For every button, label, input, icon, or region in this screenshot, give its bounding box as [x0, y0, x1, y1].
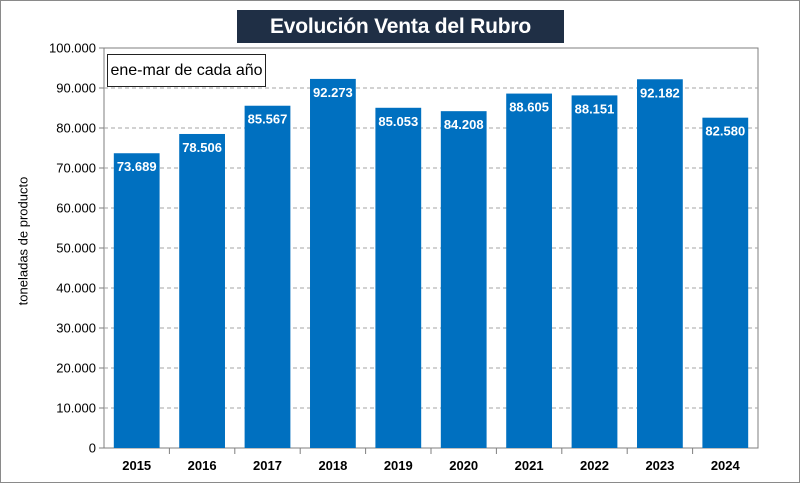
x-tick-label: 2019: [384, 458, 413, 473]
bar-2022: [571, 95, 618, 449]
chart-subtitle: ene-mar de cada año: [107, 54, 266, 87]
data-label-2018: 92.273: [313, 85, 353, 100]
bar-2023: [637, 79, 683, 448]
data-label-2024: 82.580: [705, 124, 745, 139]
bar-2019: [375, 107, 422, 449]
data-label-2020: 84.208: [444, 117, 484, 132]
data-label-2021: 88.605: [509, 100, 549, 115]
y-tick-label: 40.000: [56, 281, 96, 296]
x-tick-label: 2022: [580, 458, 609, 473]
y-tick-label: 90.000: [56, 81, 96, 96]
y-tick-label: 10.000: [56, 401, 96, 416]
y-tick-label: 70.000: [56, 161, 96, 176]
y-tick-label: 60.000: [56, 201, 96, 216]
x-tick-label: 2015: [122, 458, 151, 473]
x-tick-label: 2021: [515, 458, 544, 473]
bar-2016: [179, 133, 225, 448]
data-label-2016: 78.506: [182, 140, 222, 155]
data-label-2019: 85.053: [378, 114, 418, 129]
y-tick-label: 100.000: [49, 41, 96, 56]
x-tick-label: 2023: [645, 458, 674, 473]
bar-2020: [440, 111, 487, 448]
x-tick-label: 2024: [711, 458, 741, 473]
y-tick-label: 50.000: [56, 241, 96, 256]
data-label-2022: 88.151: [575, 101, 615, 116]
bar-2024: [702, 117, 749, 449]
x-tick-label: 2018: [318, 458, 347, 473]
bar-2018: [310, 78, 356, 449]
y-tick-label: 20.000: [56, 361, 96, 376]
data-label-2015: 73.689: [117, 159, 157, 174]
x-axis-ticks: 2015 2016 2017 2018 2019 2020 2021 2022 2023 2024: [122, 448, 741, 473]
data-label-2017: 85.567: [248, 112, 288, 127]
data-label-2023: 92.182: [640, 85, 680, 100]
y-tick-label: 80.000: [56, 121, 96, 136]
bars: 73.689 78.506 85.567 92.273 85.053 84.208 88.6…: [113, 78, 749, 449]
bar-2015: [113, 153, 160, 448]
x-tick-label: 2017: [253, 458, 282, 473]
bar-2017: [244, 105, 291, 449]
x-tick-label: 2016: [188, 458, 217, 473]
y-tick-label: 0: [89, 441, 96, 456]
bar-2021: [506, 93, 552, 448]
y-tick-label: 30.000: [56, 321, 96, 336]
y-axis-ticks: 0 10.000 20.000 30.000 40.000 50.000 60.000 70.…: [49, 41, 104, 456]
x-tick-label: 2020: [449, 458, 478, 473]
